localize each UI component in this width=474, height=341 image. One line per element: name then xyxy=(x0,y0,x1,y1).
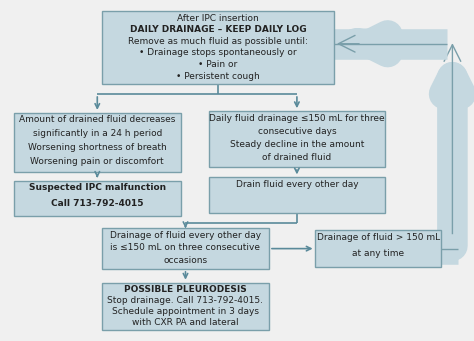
Text: Daily fluid drainage ≤150 mL for three: Daily fluid drainage ≤150 mL for three xyxy=(209,114,385,123)
Text: Call 713-792-4015: Call 713-792-4015 xyxy=(51,199,144,208)
Text: occasions: occasions xyxy=(164,256,208,265)
Text: Worsening pain or discomfort: Worsening pain or discomfort xyxy=(30,157,164,166)
Text: Remove as much fluid as possible until:: Remove as much fluid as possible until: xyxy=(128,37,308,46)
Text: • Persistent cough: • Persistent cough xyxy=(176,72,260,80)
Text: with CXR PA and lateral: with CXR PA and lateral xyxy=(132,318,239,327)
FancyBboxPatch shape xyxy=(209,177,385,213)
Text: • Drainage stops spontaneously or: • Drainage stops spontaneously or xyxy=(139,48,297,57)
Text: at any time: at any time xyxy=(352,249,404,258)
FancyBboxPatch shape xyxy=(316,230,441,267)
Text: significantly in a 24 h period: significantly in a 24 h period xyxy=(33,129,162,138)
Text: Drainage of fluid > 150 mL: Drainage of fluid > 150 mL xyxy=(317,233,440,242)
Text: POSSIBLE PLEURODESIS: POSSIBLE PLEURODESIS xyxy=(124,285,247,294)
Text: Suspected IPC malfunction: Suspected IPC malfunction xyxy=(29,183,166,192)
Text: DAILY DRAINAGE – KEEP DAILY LOG: DAILY DRAINAGE – KEEP DAILY LOG xyxy=(130,25,306,34)
FancyBboxPatch shape xyxy=(209,111,385,167)
Text: Stop drainage. Call 713-792-4015.: Stop drainage. Call 713-792-4015. xyxy=(108,296,264,305)
Text: Steady decline in the amount: Steady decline in the amount xyxy=(230,140,364,149)
Text: Drainage of fluid every other day: Drainage of fluid every other day xyxy=(110,231,261,240)
Text: consecutive days: consecutive days xyxy=(257,127,336,136)
FancyBboxPatch shape xyxy=(102,228,269,269)
Text: is ≤150 mL on three consecutive: is ≤150 mL on three consecutive xyxy=(110,243,261,252)
FancyBboxPatch shape xyxy=(14,181,181,216)
Text: Drain fluid every other day: Drain fluid every other day xyxy=(236,180,358,189)
FancyBboxPatch shape xyxy=(102,11,334,84)
FancyBboxPatch shape xyxy=(14,113,181,172)
Text: • Pain or: • Pain or xyxy=(198,60,237,69)
Text: Schedule appointment in 3 days: Schedule appointment in 3 days xyxy=(112,307,259,316)
Text: Worsening shortness of breath: Worsening shortness of breath xyxy=(28,143,167,152)
Text: After IPC insertion: After IPC insertion xyxy=(177,14,259,23)
FancyBboxPatch shape xyxy=(102,283,269,330)
Text: of drained fluid: of drained fluid xyxy=(262,153,331,162)
Text: Amount of drained fluid decreases: Amount of drained fluid decreases xyxy=(19,116,175,124)
